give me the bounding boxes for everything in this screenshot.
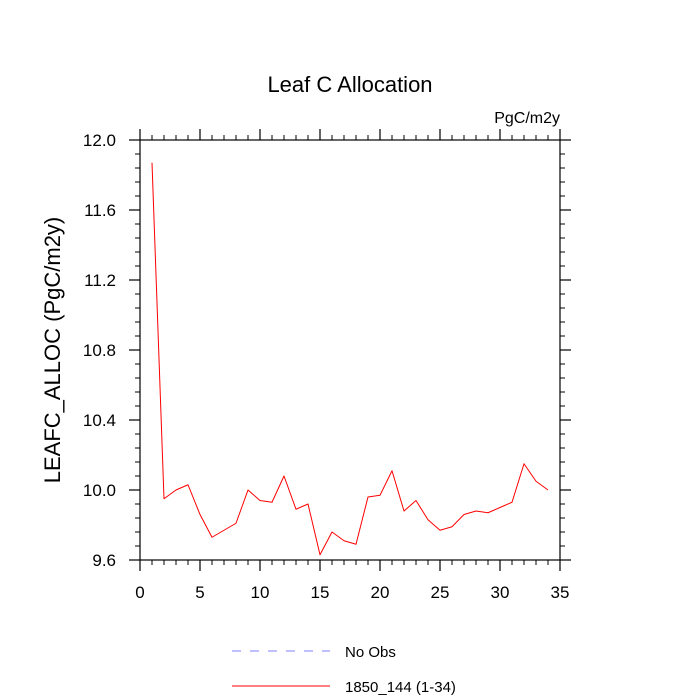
series-line-1850-144 [151,162,549,556]
units-label: PgC/m2y [494,110,560,127]
x-tick-label: 5 [195,583,204,602]
y-tick-label: 10.4 [83,411,116,430]
legend-label-no-obs: No Obs [345,644,396,661]
chart-title: Leaf C Allocation [267,72,432,97]
y-axis-tick-labels: 9.6 10.0 10.4 10.8 11.2 11.6 12.0 [83,131,116,570]
y-tick-label: 11.2 [84,271,116,290]
y-tick-label: 12.0 [83,131,116,150]
x-axis-ticks [139,129,561,571]
x-tick-label: 30 [491,583,510,602]
y-axis-label: LEAFC_ALLOC (PgC/m2y) [40,217,65,484]
x-tick-label: 35 [551,583,570,602]
x-axis-tick-labels: 0 5 10 15 20 25 30 35 [135,583,569,602]
legend: No Obs 1850_144 (1-34) [232,644,456,696]
x-tick-label: 20 [371,583,390,602]
x-tick-label: 25 [431,583,450,602]
legend-label-1850-144: 1850_144 (1-34) [345,679,456,696]
series-layer [151,162,549,556]
plot-frame [139,139,561,561]
y-tick-label: 10.8 [83,341,116,360]
y-tick-label: 9.6 [92,551,116,570]
x-tick-label: 15 [311,583,330,602]
y-tick-label: 11.6 [84,201,116,220]
x-tick-label: 10 [251,583,270,602]
y-tick-label: 10.0 [83,481,116,500]
y-axis-ticks [129,139,571,561]
x-tick-label: 0 [135,583,144,602]
